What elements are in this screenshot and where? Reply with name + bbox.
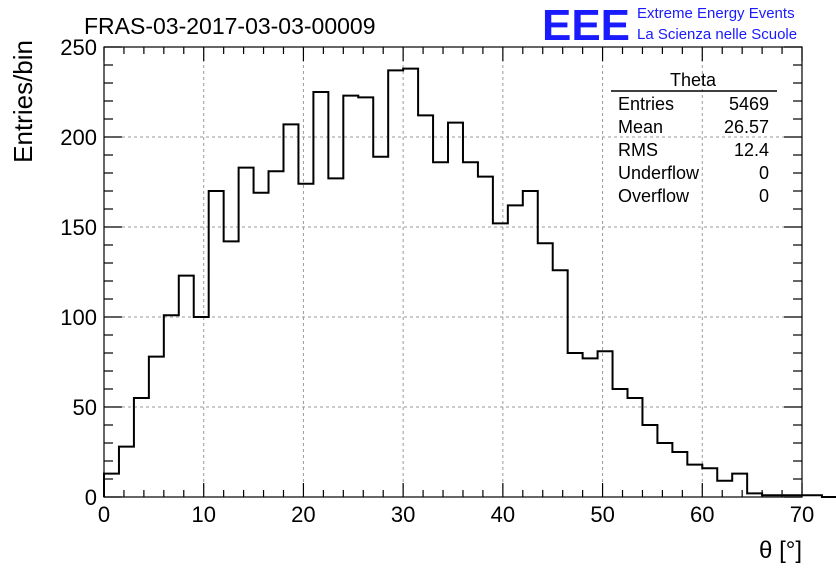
histogram-bin — [538, 243, 553, 497]
histogram-bin — [687, 465, 702, 497]
histogram-bin — [448, 123, 463, 497]
histogram-bin — [298, 184, 313, 497]
x-tick-label: 60 — [690, 502, 714, 527]
histogram-bin — [613, 389, 628, 497]
histogram-bin — [254, 193, 269, 497]
histogram-bin — [388, 70, 403, 497]
axis-ticks — [103, 46, 803, 498]
grid-lines — [104, 47, 802, 497]
histogram-bin — [583, 358, 598, 497]
histogram-bin — [568, 353, 583, 497]
stats-box: Theta Entries 5469 Mean 26.57 RMS 12.4 Underfl… — [611, 70, 777, 206]
y-axis-label: Entries/bin — [8, 40, 38, 163]
stats-rows: Entries 5469 Mean 26.57 RMS 12.4 Underflow 0 Ove… — [618, 94, 769, 206]
histogram-bin — [672, 452, 687, 497]
eee-logo-text: EEE — [542, 1, 630, 50]
y-tick-label: 50 — [73, 395, 97, 420]
stats-value: 12.4 — [734, 140, 769, 160]
histogram-bins — [104, 69, 822, 497]
histogram-bin — [209, 191, 224, 497]
stats-label: Mean — [618, 117, 663, 137]
histogram-bin — [373, 157, 388, 497]
chart-title: FRAS-03-2017-03-03-00009 — [84, 13, 376, 39]
x-tick-label: 0 — [98, 502, 110, 527]
histogram-bin — [717, 481, 732, 497]
histogram-bin — [702, 468, 717, 497]
stats-label: Overflow — [618, 186, 690, 206]
stats-value: 0 — [759, 186, 769, 206]
histogram-bin — [628, 398, 643, 497]
x-tick-label: 10 — [191, 502, 215, 527]
stats-name: Theta — [670, 70, 717, 90]
y-tick-label: 150 — [60, 215, 97, 240]
logo-line-2: La Scienza nelle Scuole — [637, 26, 797, 43]
stats-label: Entries — [618, 94, 674, 114]
histogram-bin — [239, 168, 254, 497]
histogram-bin — [224, 241, 239, 497]
histogram-bin — [194, 317, 209, 497]
histogram-outline — [103, 67, 836, 498]
stats-value: 26.57 — [724, 117, 769, 137]
histogram-bin — [403, 69, 418, 497]
x-tick-label: 20 — [291, 502, 315, 527]
histogram-bin — [164, 315, 179, 497]
histogram-bin — [732, 474, 747, 497]
eee-logo: EEE Extreme Energy Events La Scienza nel… — [542, 1, 797, 50]
histogram-bin — [179, 276, 194, 497]
histogram-bin — [523, 191, 538, 497]
stats-value: 5469 — [729, 94, 769, 114]
histogram-bin — [104, 474, 119, 497]
stats-label: Underflow — [618, 163, 700, 183]
histogram-bin — [508, 205, 523, 497]
histogram-bin — [433, 162, 448, 497]
logo-line-1: Extreme Energy Events — [637, 5, 795, 22]
y-tick-label: 100 — [60, 305, 97, 330]
histogram-bin — [657, 443, 672, 497]
histogram-bin — [283, 124, 298, 497]
histogram-bin — [328, 178, 343, 497]
histogram-bin — [598, 351, 613, 497]
histogram-bin — [642, 425, 657, 497]
histogram-bin — [807, 495, 822, 497]
histogram-bin — [493, 223, 508, 497]
plot-frame — [103, 46, 803, 498]
histogram-bin — [553, 270, 568, 497]
y-tick-label: 0 — [85, 485, 97, 510]
histogram-bin — [343, 96, 358, 497]
x-axis-label: θ [°] — [759, 537, 802, 564]
stats-value: 0 — [759, 163, 769, 183]
x-tick-label: 50 — [590, 502, 614, 527]
histogram-bin — [119, 447, 134, 497]
x-tick-label: 70 — [790, 502, 814, 527]
y-tick-label: 200 — [60, 125, 97, 150]
histogram-bin — [134, 398, 149, 497]
tick-labels: 0 10 20 30 40 50 60 70 0 50 100 150 200 250 — [60, 35, 814, 527]
histogram-bin — [358, 97, 373, 497]
histogram-bin — [313, 92, 328, 497]
histogram-bin — [478, 177, 493, 497]
histogram-bin — [418, 115, 433, 497]
histogram-bin — [463, 162, 478, 497]
y-tick-label: 250 — [60, 35, 97, 60]
histogram-bin — [149, 357, 164, 497]
x-tick-label: 30 — [391, 502, 415, 527]
x-tick-label: 40 — [491, 502, 515, 527]
stats-label: RMS — [618, 140, 658, 160]
histogram-bin — [269, 171, 284, 497]
